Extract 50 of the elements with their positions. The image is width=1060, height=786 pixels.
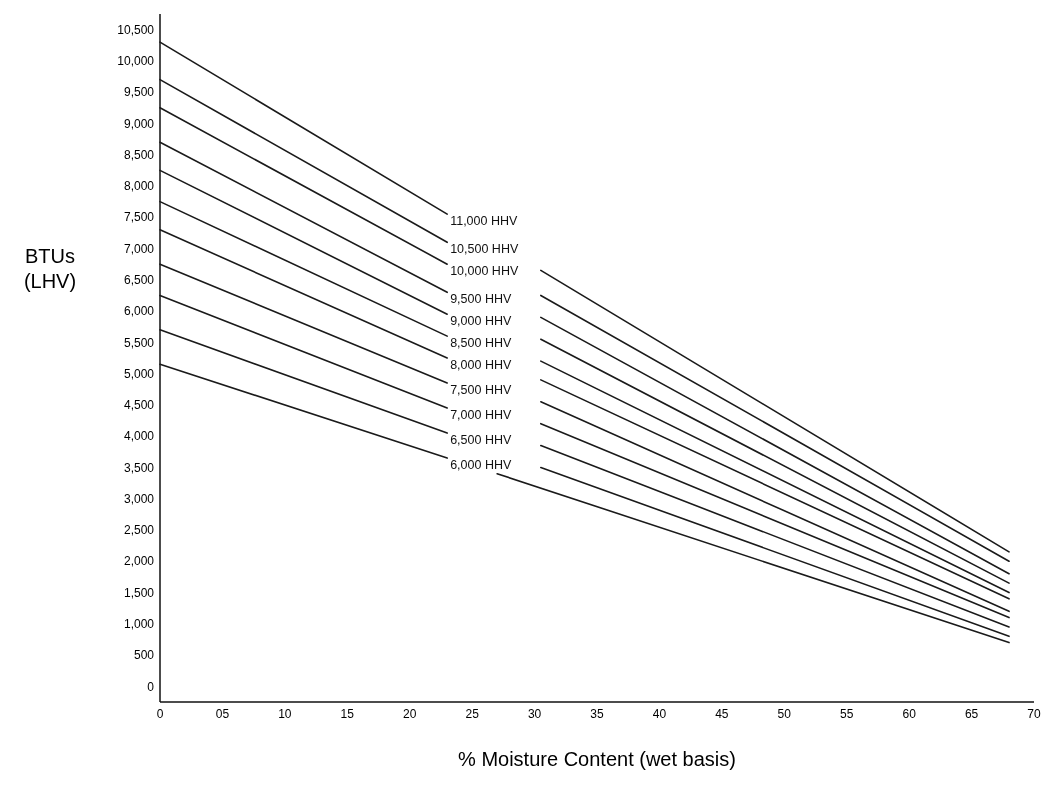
- y-tick-label: 10,500: [117, 22, 155, 37]
- y-tick-label: 8,000: [123, 179, 155, 194]
- y-tick-label: 3,000: [123, 491, 155, 506]
- x-axis-title: % Moisture Content (wet basis): [458, 748, 736, 770]
- x-tick-label: 65: [964, 707, 979, 721]
- y-tick-label: 500: [133, 648, 155, 663]
- x-tick-label: 0: [156, 707, 164, 721]
- y-tick-label: 8,500: [123, 147, 155, 162]
- series-label: 10,000 HHV: [450, 264, 519, 279]
- y-tick-label: 2,000: [123, 554, 155, 569]
- y-tick-label: 4,000: [123, 429, 155, 444]
- series-label: 6,500 HHV: [450, 433, 512, 448]
- x-tick-label: 30: [527, 707, 542, 721]
- series-label: 11,000 HHV: [450, 214, 518, 229]
- x-tick-label: 45: [715, 707, 729, 721]
- y-tick-label: 7,500: [123, 210, 155, 225]
- y-tick-label: 4,500: [123, 398, 155, 413]
- x-tick-label: 40: [652, 707, 667, 721]
- y-tick-label: 9,500: [123, 85, 155, 100]
- series-label: 9,000 HHV: [450, 314, 512, 329]
- x-tick-label: 50: [777, 707, 792, 721]
- x-tick-label: 25: [465, 707, 480, 721]
- y-tick-label: 7,000: [123, 241, 155, 256]
- y-tick-label: 10,000: [117, 54, 155, 69]
- series-label: 7,500 HHV: [450, 383, 512, 398]
- y-tick-label: 2,500: [123, 523, 155, 538]
- y-tick-label: 3,500: [123, 460, 155, 475]
- x-tick-label: 10: [278, 707, 292, 721]
- series-label: 8,500 HHV: [450, 336, 512, 351]
- y-axis-title: BTUs (LHV): [23, 245, 77, 292]
- x-tick-label: 05: [215, 707, 230, 721]
- x-tick-label: 35: [590, 707, 604, 721]
- series-label: 6,000 HHV: [450, 458, 512, 473]
- y-tick-label: 6,000: [123, 304, 155, 319]
- x-tick-label: 15: [340, 707, 355, 721]
- series-label: 7,000 HHV: [450, 408, 512, 423]
- series-label: 9,500 HHV: [450, 292, 512, 307]
- series-label: 10,500 HHV: [450, 242, 519, 257]
- y-tick-label: 6,500: [123, 273, 155, 288]
- y-tick-label: 9,000: [123, 116, 155, 131]
- y-tick-label: 1,500: [123, 585, 155, 600]
- y-tick-label: 0: [147, 679, 155, 694]
- y-tick-label: 5,000: [123, 366, 155, 381]
- y-tick-label: 1,000: [123, 617, 155, 632]
- x-tick-label: 70: [1027, 707, 1041, 721]
- x-tick-label: 60: [902, 707, 917, 721]
- series-label: 8,000 HHV: [450, 358, 512, 372]
- x-tick-label: 20: [403, 707, 417, 721]
- y-tick-label: 5,500: [123, 335, 155, 350]
- x-tick-label: 55: [840, 707, 854, 721]
